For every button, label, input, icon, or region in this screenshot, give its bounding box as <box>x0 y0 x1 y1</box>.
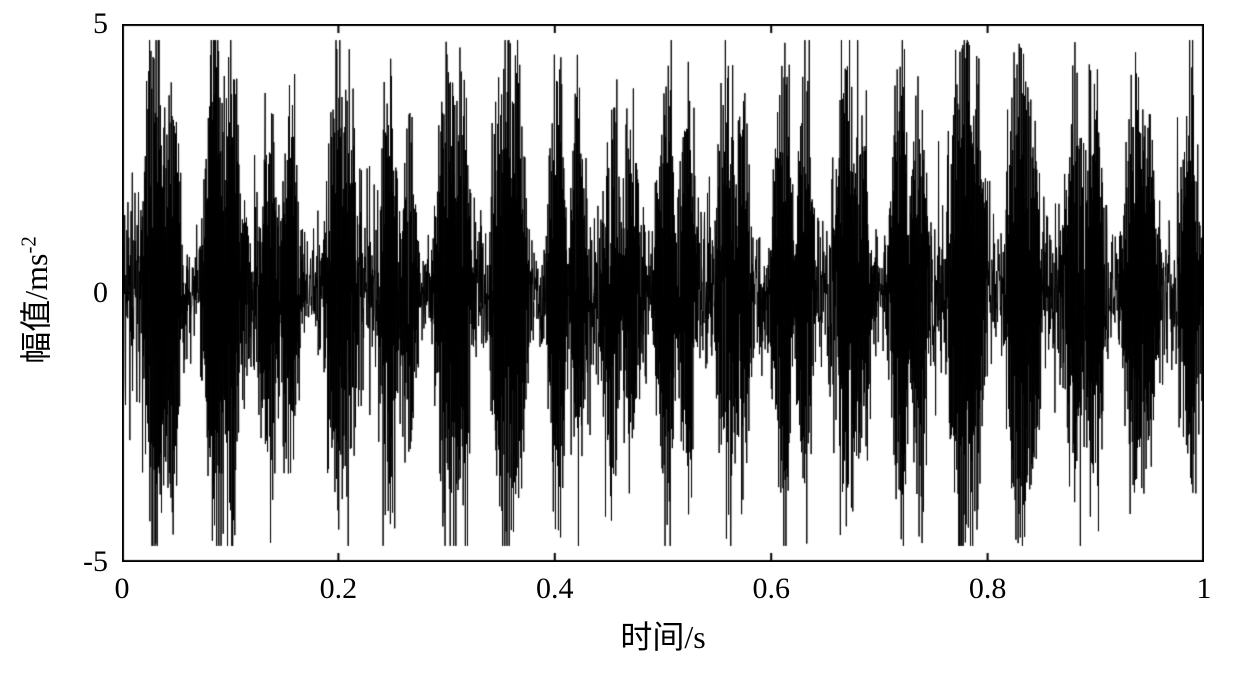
x-tick-label: 0.8 <box>969 572 1007 606</box>
y-tick-label: -5 <box>48 545 108 579</box>
x-tick-label: 0.4 <box>536 572 574 606</box>
x-axis-label-text: 时间/s <box>620 619 705 655</box>
x-tick-label: 0.2 <box>320 572 358 606</box>
y-axis-label-sup: -2 <box>17 236 40 253</box>
vibration-signal-figure: 幅值/ms-2 时间/s 00.20.40.60.81-505 <box>0 0 1240 681</box>
y-tick-label: 0 <box>48 276 108 310</box>
x-axis-label: 时间/s <box>620 612 705 658</box>
y-tick-label: 5 <box>48 7 108 41</box>
plot-area <box>122 24 1204 562</box>
x-tick-label: 1 <box>1197 572 1212 606</box>
x-tick-label: 0.6 <box>752 572 790 606</box>
x-tick-label: 0 <box>115 572 130 606</box>
signal-canvas <box>122 24 1204 562</box>
